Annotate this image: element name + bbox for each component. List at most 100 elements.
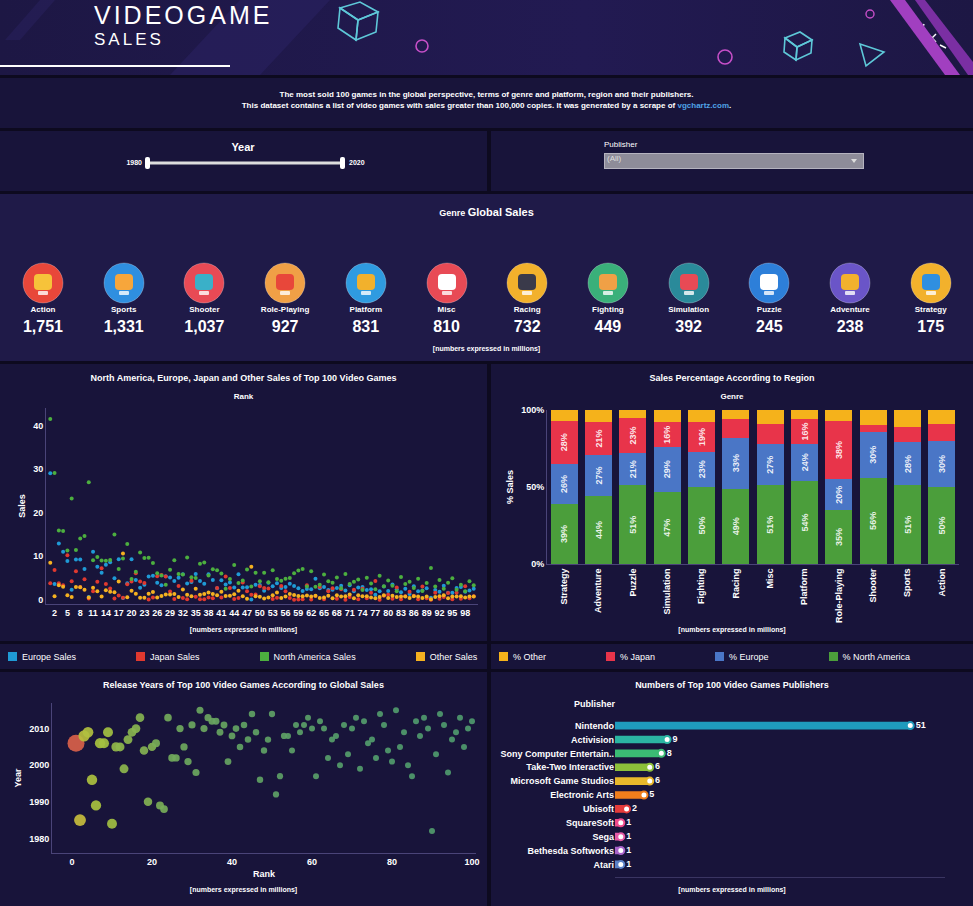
svg-text:44%: 44% [594, 521, 604, 539]
svg-text:8: 8 [667, 748, 672, 758]
svg-text:26: 26 [152, 608, 162, 618]
svg-text:Fighting: Fighting [696, 569, 706, 605]
svg-text:38: 38 [204, 608, 214, 618]
svg-text:44: 44 [229, 608, 239, 618]
svg-text:23%: 23% [697, 460, 707, 478]
svg-text:Racing: Racing [731, 569, 741, 599]
svg-text:Adventure: Adventure [593, 569, 603, 614]
svg-text:20%: 20% [834, 486, 844, 504]
svg-text:41: 41 [216, 608, 226, 618]
svg-text:0: 0 [38, 595, 43, 605]
svg-text:Ubisoft: Ubisoft [583, 804, 614, 814]
svg-text:6: 6 [655, 775, 660, 785]
svg-text:86: 86 [409, 608, 419, 618]
svg-text:1990: 1990 [29, 797, 49, 807]
svg-text:30%: 30% [868, 446, 878, 464]
svg-text:30%: 30% [937, 455, 947, 473]
svg-text:21%: 21% [594, 429, 604, 447]
svg-text:26%: 26% [559, 475, 569, 493]
svg-text:Sony Computer Entertain..: Sony Computer Entertain.. [500, 749, 614, 759]
svg-text:27%: 27% [765, 456, 775, 474]
svg-text:Platform: Platform [799, 569, 809, 606]
svg-text:0%: 0% [531, 559, 544, 569]
svg-text:59: 59 [293, 608, 303, 618]
svg-text:74: 74 [358, 608, 368, 618]
svg-text:Atari: Atari [593, 860, 614, 870]
svg-text:89: 89 [422, 608, 432, 618]
svg-text:Simulation: Simulation [662, 569, 672, 615]
svg-text:% Sales: % Sales [505, 470, 515, 504]
svg-text:14: 14 [101, 608, 111, 618]
svg-text:95: 95 [447, 608, 457, 618]
svg-text:1: 1 [626, 817, 631, 827]
svg-text:23%: 23% [628, 426, 638, 444]
svg-text:100: 100 [464, 857, 479, 867]
svg-text:2: 2 [632, 803, 637, 813]
svg-text:9: 9 [672, 734, 677, 744]
svg-text:28%: 28% [559, 433, 569, 451]
svg-text:Year: Year [13, 768, 23, 788]
svg-text:80: 80 [383, 608, 393, 618]
svg-text:92: 92 [434, 608, 444, 618]
svg-text:80: 80 [387, 857, 397, 867]
svg-text:27%: 27% [594, 466, 604, 484]
svg-text:Sega: Sega [592, 832, 615, 842]
svg-text:Puzzle: Puzzle [628, 569, 638, 597]
svg-text:19%: 19% [697, 428, 707, 446]
svg-text:33%: 33% [731, 454, 741, 472]
svg-text:21%: 21% [628, 460, 638, 478]
svg-text:56: 56 [281, 608, 291, 618]
svg-text:23: 23 [139, 608, 149, 618]
svg-text:29: 29 [165, 608, 175, 618]
svg-text:83: 83 [396, 608, 406, 618]
svg-text:40: 40 [33, 421, 43, 431]
svg-text:77: 77 [370, 608, 380, 618]
svg-text:20: 20 [147, 857, 157, 867]
svg-text:39%: 39% [559, 525, 569, 543]
svg-text:1: 1 [626, 859, 631, 869]
svg-text:35%: 35% [834, 528, 844, 546]
svg-text:1980: 1980 [29, 834, 49, 844]
svg-text:Activision: Activision [571, 735, 614, 745]
svg-text:Electronic Arts: Electronic Arts [550, 790, 614, 800]
svg-text:47%: 47% [662, 519, 672, 537]
svg-text:51%: 51% [765, 516, 775, 534]
svg-text:Sales: Sales [17, 494, 27, 518]
svg-text:Role-Playing: Role-Playing [834, 569, 844, 624]
svg-text:Action: Action [937, 569, 947, 597]
svg-text:50%: 50% [937, 516, 947, 534]
svg-text:10: 10 [33, 551, 43, 561]
svg-text:47: 47 [242, 608, 252, 618]
svg-text:30: 30 [33, 464, 43, 474]
svg-text:51%: 51% [628, 516, 638, 534]
svg-text:16%: 16% [800, 423, 810, 441]
svg-text:Rank: Rank [253, 869, 276, 879]
svg-text:54%: 54% [800, 513, 810, 531]
svg-text:28%: 28% [903, 455, 913, 473]
svg-text:Strategy: Strategy [559, 569, 569, 605]
svg-text:20: 20 [33, 508, 43, 518]
svg-text:51%: 51% [903, 516, 913, 534]
svg-text:50%: 50% [526, 482, 544, 492]
svg-text:62: 62 [306, 608, 316, 618]
svg-text:SquareSoft: SquareSoft [566, 818, 614, 828]
svg-text:1: 1 [626, 845, 631, 855]
svg-text:50: 50 [255, 608, 265, 618]
svg-text:56%: 56% [868, 512, 878, 530]
svg-text:5: 5 [65, 608, 70, 618]
svg-text:2010: 2010 [29, 724, 49, 734]
svg-text:11: 11 [88, 608, 98, 618]
svg-text:Misc: Misc [765, 569, 775, 589]
svg-text:29%: 29% [662, 460, 672, 478]
svg-text:71: 71 [345, 608, 355, 618]
svg-text:32: 32 [178, 608, 188, 618]
svg-text:Take-Two Interactive: Take-Two Interactive [526, 762, 614, 772]
svg-text:24%: 24% [800, 453, 810, 471]
svg-text:100%: 100% [521, 405, 544, 415]
svg-text:2: 2 [52, 608, 57, 618]
svg-text:16%: 16% [662, 426, 672, 444]
svg-text:1: 1 [626, 831, 631, 841]
svg-text:Shooter: Shooter [868, 568, 878, 602]
svg-text:0: 0 [69, 857, 74, 867]
svg-text:50%: 50% [697, 516, 707, 534]
